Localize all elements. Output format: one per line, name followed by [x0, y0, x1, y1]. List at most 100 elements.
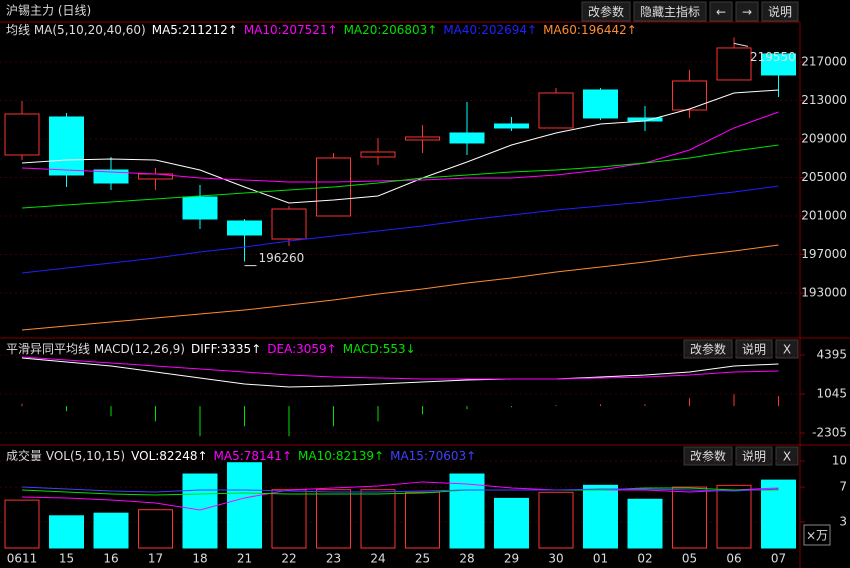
vol-ma-line — [21, 481, 779, 511]
button-label[interactable]: 说明 — [742, 342, 766, 357]
button-label[interactable]: 改参数 — [690, 342, 726, 357]
x-tick-label: 15 — [59, 552, 74, 566]
button[interactable]: 改参数 — [683, 339, 733, 359]
button[interactable]: ← — [709, 1, 733, 22]
button[interactable]: 说明 — [735, 446, 773, 466]
y-tick-label: 201000 — [801, 208, 847, 222]
legend-item: MA10:82139↑ — [298, 449, 384, 463]
unit-label: ×万 — [806, 529, 828, 543]
y-tick-label: 1045 — [816, 387, 847, 401]
x-tick-label: 17 — [148, 552, 163, 566]
macd-line — [21, 356, 779, 380]
candle-body — [405, 136, 440, 141]
button-label[interactable]: 隐藏主指标 — [640, 4, 700, 19]
legend-item: MA60:196442↑ — [543, 23, 637, 37]
y-tick-label: 10 — [832, 453, 847, 467]
x-tick-label: 25 — [415, 552, 430, 566]
legend-item: MACD:553↓ — [343, 342, 416, 356]
y-tick-label: 213000 — [801, 93, 847, 107]
button[interactable]: 说明 — [735, 339, 773, 359]
x-tick-label: 07 — [771, 552, 786, 566]
legend-item: MA5:78141↑ — [214, 449, 292, 463]
volume-bar — [93, 512, 129, 549]
unit-box — [803, 524, 831, 546]
ma-line — [21, 144, 779, 209]
y-tick-label: 3 — [839, 514, 847, 528]
volume-bar — [4, 499, 40, 549]
button[interactable]: 隐藏主指标 — [633, 1, 707, 22]
volume-bar — [182, 473, 218, 549]
volume-bar — [138, 509, 173, 549]
volume-bar — [360, 489, 396, 549]
vol-ma-line — [21, 486, 779, 493]
button-bg[interactable] — [775, 339, 799, 359]
candle-body — [716, 47, 752, 81]
x-tick-label: 30 — [548, 552, 563, 566]
legend-item: MA20:206803↑ — [344, 23, 438, 37]
legend-item: MA15:70603↑ — [390, 449, 476, 463]
window-title: 沪锡主力 (日线) — [6, 3, 91, 18]
volume-bar — [627, 498, 663, 549]
button-bg[interactable] — [633, 1, 707, 22]
button[interactable]: 说明 — [761, 1, 799, 22]
legend: 平滑异同平均线 MACD(12,26,9) DIFF:3335↑ DEA:3059↑… — [6, 342, 416, 356]
y-tick-label: 193000 — [801, 286, 847, 300]
button-label[interactable]: → — [742, 5, 752, 19]
legend-item: DEA:3059↑ — [267, 342, 336, 356]
candle-body — [49, 116, 84, 176]
candle-body — [271, 208, 307, 240]
button-label[interactable]: ← — [716, 5, 726, 19]
button[interactable]: X — [775, 446, 799, 466]
annotation: 196260 — [259, 251, 305, 265]
x-tick-label: 02 — [637, 552, 652, 566]
legend-item: MA10:207521↑ — [244, 23, 338, 37]
candle-body — [93, 169, 129, 184]
candle-body — [672, 80, 707, 111]
button-bg[interactable] — [709, 1, 733, 22]
button-label[interactable]: X — [783, 450, 791, 464]
y-tick-label: 7 — [839, 480, 847, 494]
volume-bar — [672, 486, 707, 549]
button-label[interactable]: 改参数 — [588, 4, 624, 19]
y-tick-label: 217000 — [801, 54, 847, 68]
button[interactable]: 改参数 — [683, 446, 733, 466]
volume-bar — [449, 473, 485, 549]
volume-bar — [316, 489, 351, 549]
candle-body — [761, 53, 796, 76]
candle-body — [182, 196, 218, 220]
volume-bar — [494, 497, 529, 549]
candle-body — [494, 123, 529, 129]
ma-line — [21, 244, 779, 331]
legend-item: DIFF:3335↑ — [191, 342, 261, 356]
legend-label: 均线 MA(5,10,20,40,60) — [6, 23, 146, 37]
x-tick-label: 0611 — [7, 552, 38, 566]
button-label[interactable]: 改参数 — [690, 449, 726, 464]
button-label[interactable]: X — [783, 343, 791, 357]
button[interactable]: X — [775, 339, 799, 359]
button-bg[interactable] — [683, 339, 733, 359]
button-bg[interactable] — [735, 339, 773, 359]
volume-bar — [405, 491, 440, 549]
legend-item: MA40:202694↑ — [443, 23, 537, 37]
macd-line — [21, 357, 779, 388]
x-tick-label: 16 — [103, 552, 118, 566]
button[interactable]: → — [735, 1, 759, 22]
x-tick-label: 21 — [237, 552, 252, 566]
button-bg[interactable] — [761, 1, 799, 22]
vol-ma-line — [21, 487, 779, 496]
button-label[interactable]: 说明 — [742, 449, 766, 464]
y-tick-label: 205000 — [801, 170, 847, 184]
button-bg[interactable] — [735, 1, 759, 22]
legend-label: 成交量 VOL(5,10,15) — [6, 448, 125, 463]
x-tick-label: 22 — [281, 552, 296, 566]
candle-body — [449, 132, 485, 144]
candle-body — [583, 89, 618, 119]
button-bg[interactable] — [581, 1, 631, 22]
button[interactable]: 改参数 — [581, 1, 631, 22]
button-label[interactable]: 说明 — [768, 4, 792, 19]
annotation-leader — [733, 42, 749, 47]
x-tick-label: 06 — [726, 552, 741, 566]
volume-bar — [716, 484, 752, 549]
